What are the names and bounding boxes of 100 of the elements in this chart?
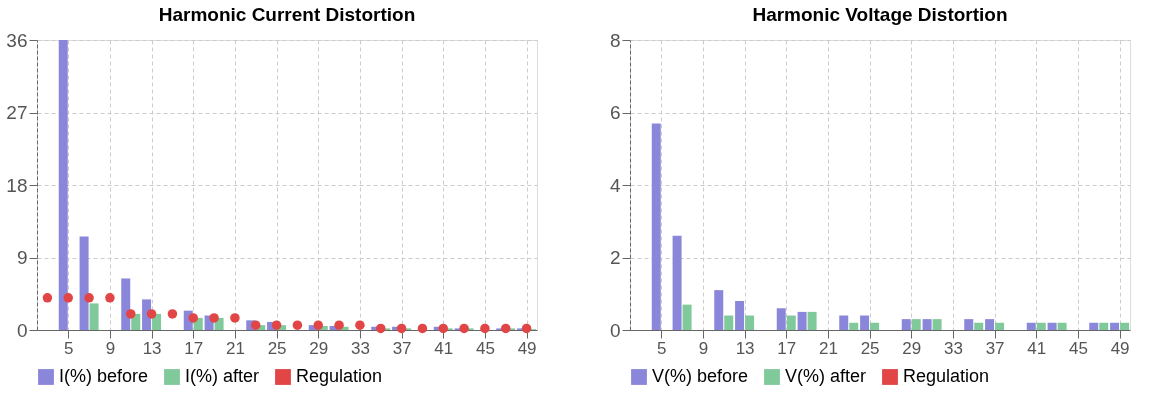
point: [42, 293, 53, 303]
x-tick-label: 45: [475, 338, 495, 358]
bar: [682, 304, 692, 330]
x-tick-label: 33: [943, 338, 963, 358]
bar: [901, 319, 911, 330]
bar: [870, 322, 880, 330]
y-tick-label: 2: [609, 247, 621, 268]
y-tick-label: 9: [16, 247, 28, 268]
point: [417, 323, 428, 334]
x-tick-label: 9: [105, 338, 116, 358]
point: [438, 323, 448, 334]
x-tick-label: 25: [267, 338, 287, 358]
x-tick-label: 37: [392, 338, 412, 358]
bar: [672, 235, 682, 330]
x-tick-label: 9: [698, 338, 709, 358]
x-tick-label: 33: [350, 338, 370, 358]
x-tick-label: 29: [309, 338, 329, 358]
bar: [1110, 322, 1120, 330]
point: [251, 320, 261, 330]
x-tick-label: 17: [184, 338, 204, 358]
legend-label: I(%) after: [185, 366, 260, 386]
legend-label: Regulation: [296, 366, 383, 386]
point: [313, 320, 323, 330]
point: [271, 320, 282, 330]
x-tick-label: 17: [777, 338, 797, 358]
y-tick-label: 4: [609, 174, 621, 196]
bar: [745, 315, 755, 330]
point: [146, 309, 157, 319]
legend-label: V(%) before: [652, 366, 749, 386]
x-tick-label: 29: [902, 338, 922, 358]
bar: [932, 319, 942, 330]
point: [105, 293, 115, 303]
point: [334, 320, 344, 330]
bar: [797, 311, 807, 330]
chart-title: Harmonic Voltage Distortion: [752, 4, 1008, 25]
bar: [1099, 322, 1109, 330]
bar: [79, 236, 89, 330]
bar: [714, 290, 724, 330]
x-tick-label: 5: [657, 338, 667, 358]
bar: [121, 278, 131, 330]
bar: [724, 315, 734, 330]
legend-label: I(%) before: [59, 366, 149, 386]
bar: [651, 123, 661, 330]
bar: [1089, 322, 1099, 330]
bar: [995, 322, 1005, 330]
x-tick-label: 45: [1068, 338, 1088, 358]
bar: [911, 319, 921, 330]
bar: [735, 301, 745, 330]
y-tick-label: 0: [609, 319, 621, 341]
bar: [860, 315, 870, 330]
bar: [922, 319, 932, 330]
x-tick-label: 13: [142, 338, 162, 358]
point: [209, 313, 219, 323]
x-tick-label: 13: [735, 338, 755, 358]
bar: [58, 40, 68, 330]
bar: [839, 315, 849, 330]
point: [167, 309, 178, 319]
bar: [1047, 322, 1057, 330]
point: [292, 320, 303, 330]
y-tick-label: 27: [6, 102, 28, 123]
bar: [1036, 322, 1046, 330]
y-tick-label: 8: [609, 29, 621, 51]
point: [230, 313, 240, 323]
bar: [89, 303, 99, 330]
y-tick-label: 18: [6, 174, 28, 196]
x-tick-label: 21: [225, 338, 245, 358]
bar: [776, 308, 786, 330]
x-tick-label: 25: [860, 338, 880, 358]
point: [63, 293, 73, 303]
x-tick-label: 41: [1027, 338, 1047, 358]
bar: [974, 322, 984, 330]
bar: [964, 319, 974, 330]
point: [376, 323, 386, 334]
point: [355, 320, 365, 330]
point: [188, 313, 198, 323]
bar: [1057, 322, 1067, 330]
x-tick-label: 41: [434, 338, 454, 358]
point: [396, 323, 407, 334]
chart-title: Harmonic Current Distortion: [158, 4, 416, 25]
point: [84, 293, 94, 303]
legend-label: Regulation: [903, 366, 990, 386]
bar: [807, 311, 817, 330]
legend-label: V(%) after: [785, 366, 867, 386]
bar: [1120, 322, 1130, 330]
y-tick-label: 6: [609, 102, 621, 123]
point: [126, 309, 136, 319]
x-tick-label: 49: [1110, 338, 1130, 358]
point: [521, 323, 532, 334]
x-tick-label: 21: [818, 338, 838, 358]
x-tick-label: 37: [985, 338, 1005, 358]
x-tick-label: 5: [64, 338, 74, 358]
point: [480, 323, 490, 334]
point: [501, 323, 511, 334]
bar: [152, 313, 162, 330]
bar: [786, 315, 796, 330]
bar: [985, 319, 995, 330]
y-tick-label: 36: [6, 29, 28, 51]
y-tick-label: 0: [16, 319, 28, 341]
point: [459, 323, 469, 334]
x-tick-label: 49: [517, 338, 537, 358]
